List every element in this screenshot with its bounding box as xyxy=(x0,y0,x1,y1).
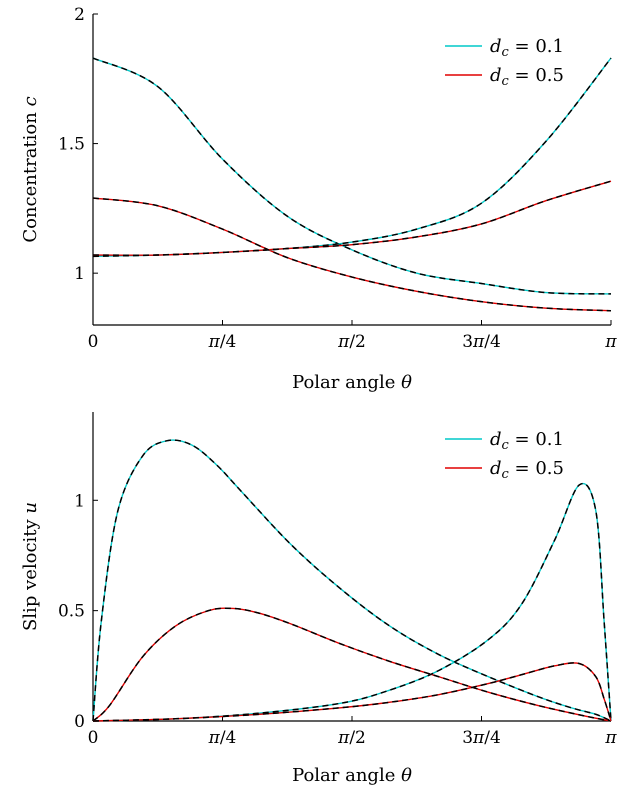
x-tick-label: π xyxy=(604,728,617,748)
x-tick-label: π/2 xyxy=(337,332,366,352)
x-tick-label: 3π/4 xyxy=(462,332,501,352)
series-dashed-overlay-2 xyxy=(92,197,612,312)
series-line-1 xyxy=(92,57,612,295)
x-tick-label: π/2 xyxy=(337,728,366,748)
chart-panel-1: 0 π/4 π/2 3π/4 π 1 1.5 2 Polar angle θ Concentrat… xyxy=(20,5,617,393)
y-tick-label: 2 xyxy=(74,5,85,25)
series-line-4 xyxy=(92,180,612,256)
x-tick-label: π/4 xyxy=(208,332,237,352)
y-tick-label: 1 xyxy=(74,491,85,511)
series-dashed-overlay-1 xyxy=(92,57,612,295)
series-dashed-overlay-3 xyxy=(92,482,612,722)
x-tick-label: 3π/4 xyxy=(462,728,501,748)
x-axis-label: Polar angle θ xyxy=(292,765,412,786)
y-axis-label: Concentration c xyxy=(20,96,41,242)
x-tick-label: 0 xyxy=(88,332,99,352)
series-dashed-overlay-2 xyxy=(92,607,612,722)
y-tick-label: 0.5 xyxy=(58,602,85,622)
legend-label: dc = 0.5 xyxy=(490,458,564,482)
series-line-3 xyxy=(92,482,612,722)
series-dashed-overlay-3 xyxy=(92,57,612,258)
y-axis-label: Slip velocity u xyxy=(20,502,41,631)
series-dashed-overlay-1 xyxy=(92,439,612,722)
y-tick-label: 1 xyxy=(74,264,85,284)
series-line-1 xyxy=(92,439,612,722)
legend-label: dc = 0.1 xyxy=(490,429,564,453)
x-tick-label: π xyxy=(604,332,617,352)
y-tick-label: 0 xyxy=(74,712,85,732)
legend-label: dc = 0.1 xyxy=(490,36,564,60)
y-tick-label: 1.5 xyxy=(58,135,85,155)
series-dashed-overlay-4 xyxy=(92,180,612,256)
chart-panel-2: 0 π/4 π/2 3π/4 π 0 0.5 1 Polar angle θ Slip veloc… xyxy=(20,412,617,786)
legend-label: dc = 0.5 xyxy=(490,65,564,89)
x-tick-label: 0 xyxy=(88,728,99,748)
x-axis-label: Polar angle θ xyxy=(292,372,412,393)
x-tick-label: π/4 xyxy=(208,728,237,748)
series-dashed-overlay-4 xyxy=(92,662,612,722)
series-line-3 xyxy=(92,57,612,258)
